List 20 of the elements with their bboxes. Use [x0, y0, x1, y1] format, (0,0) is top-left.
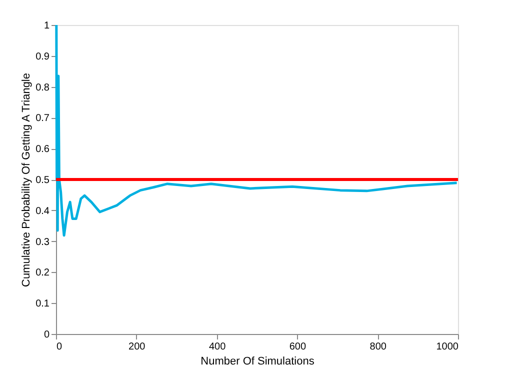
y-tick-label: 0.1	[36, 298, 50, 310]
y-tick-label: 0	[44, 330, 50, 340]
y-tick-label: 0.8	[36, 82, 50, 94]
y-tick-label: 1	[44, 20, 50, 32]
y-tick-label: 0.6	[36, 144, 50, 156]
y-tick-label: 0.9	[36, 51, 50, 62]
x-tick-label: 200	[128, 342, 146, 352]
x-tick-label: 400	[208, 342, 226, 352]
x-tick-label: 800	[370, 342, 387, 352]
y-tick-label: 0.3	[36, 236, 50, 248]
x-axis-title: Number Of Simulations	[200, 356, 315, 368]
x-tick-label: 600	[289, 342, 306, 352]
y-tick-label: 0.2	[36, 268, 50, 279]
y-tick-label: 0.7	[36, 113, 50, 124]
y-tick-label: 0.5	[36, 175, 50, 186]
y-axis-title: Cumulative Probability Of Getting A Triangle	[20, 73, 33, 287]
x-tick-label: 0	[56, 342, 62, 352]
line-series	[55, 24, 458, 237]
x-tick-label: 1000	[436, 342, 459, 352]
y-tick-label: 0.4	[36, 206, 50, 217]
